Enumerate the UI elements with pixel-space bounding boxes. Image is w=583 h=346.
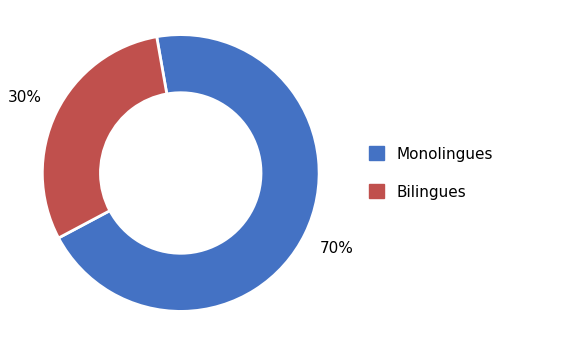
Legend: Monolingues, Bilingues: Monolingues, Bilingues <box>369 146 493 200</box>
Wedge shape <box>43 37 167 238</box>
Wedge shape <box>58 35 319 311</box>
Text: 70%: 70% <box>319 242 353 256</box>
Text: 30%: 30% <box>8 90 42 104</box>
